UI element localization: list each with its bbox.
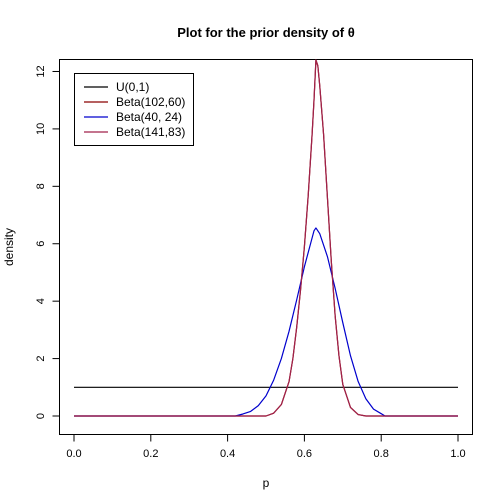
- chart-title: Plot for the prior density of θ: [177, 25, 354, 40]
- series-line-3: [74, 59, 458, 417]
- y-tick-label: 12: [35, 65, 47, 77]
- legend-box: [74, 73, 194, 146]
- x-tick-label: 0.0: [66, 448, 81, 460]
- y-tick-label: 8: [35, 183, 47, 189]
- legend-label: U(0,1): [116, 80, 149, 94]
- y-axis-label: density: [2, 228, 16, 266]
- series-line-2: [74, 227, 458, 417]
- legend-label: Beta(141,83): [116, 125, 185, 139]
- x-tick-label: 1.0: [450, 448, 465, 460]
- legend-label: Beta(40, 24): [116, 110, 182, 124]
- x-tick-label: 0.8: [374, 448, 389, 460]
- series-layer: [74, 59, 458, 417]
- y-tick-label: 2: [35, 356, 47, 362]
- x-axis: 0.0 0.2 0.4 0.6 0.8 1.0: [66, 434, 466, 460]
- legend: U(0,1)Beta(102,60)Beta(40, 24)Beta(141,8…: [74, 73, 194, 146]
- y-axis: 0 2 4 6 8 10 12: [35, 65, 60, 419]
- x-axis-label: p: [263, 476, 270, 490]
- y-tick-label: 4: [35, 298, 47, 304]
- y-tick-label: 10: [35, 123, 47, 135]
- y-tick-label: 6: [35, 241, 47, 247]
- y-tick-label: 0: [35, 413, 47, 419]
- x-tick-label: 0.6: [297, 448, 312, 460]
- x-tick-label: 0.4: [220, 448, 235, 460]
- legend-label: Beta(102,60): [116, 95, 185, 109]
- x-tick-label: 0.2: [143, 448, 158, 460]
